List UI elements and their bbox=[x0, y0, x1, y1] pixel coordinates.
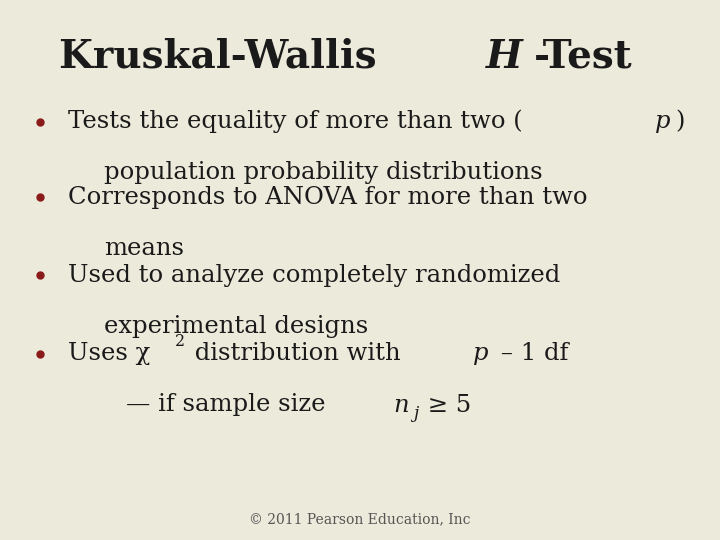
Text: ): ) bbox=[675, 110, 685, 133]
Text: 2: 2 bbox=[174, 333, 184, 350]
Text: -Test: -Test bbox=[534, 38, 632, 76]
Text: Used to analyze completely randomized: Used to analyze completely randomized bbox=[68, 264, 561, 287]
Text: H: H bbox=[486, 38, 523, 76]
Text: © 2011 Pearson Education, Inc: © 2011 Pearson Education, Inc bbox=[249, 512, 471, 526]
Text: Tests the equality of more than two (: Tests the equality of more than two ( bbox=[68, 110, 523, 133]
Text: — if sample size: — if sample size bbox=[126, 394, 333, 416]
Text: n: n bbox=[393, 394, 409, 416]
Text: p: p bbox=[655, 110, 670, 133]
Text: Corresponds to ANOVA for more than two: Corresponds to ANOVA for more than two bbox=[68, 186, 588, 208]
Text: distribution with: distribution with bbox=[187, 342, 409, 365]
Text: Uses χ: Uses χ bbox=[68, 342, 150, 365]
Text: population probability distributions: population probability distributions bbox=[104, 161, 543, 184]
Text: Kruskal-Wallis: Kruskal-Wallis bbox=[59, 38, 390, 76]
Text: – 1 df: – 1 df bbox=[493, 342, 569, 365]
Text: j: j bbox=[413, 405, 419, 422]
Text: ≥ 5: ≥ 5 bbox=[420, 394, 472, 416]
Text: p: p bbox=[473, 342, 489, 365]
Text: means: means bbox=[104, 237, 184, 260]
Text: experimental designs: experimental designs bbox=[104, 315, 369, 338]
